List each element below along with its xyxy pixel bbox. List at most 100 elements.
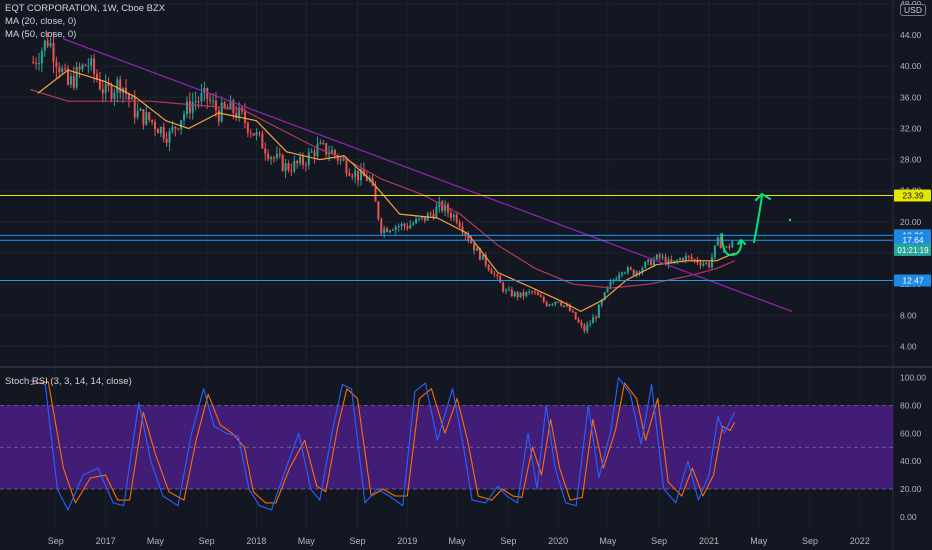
candle-body [345, 160, 348, 174]
candle-body [606, 286, 609, 293]
candle-body [536, 292, 539, 296]
candle-body [539, 295, 542, 297]
symbol-title[interactable]: EQT CORPORATION, 1W, Cboe BZX [5, 3, 166, 14]
candle-body [177, 128, 180, 130]
candle-body [322, 142, 325, 144]
candle-body [270, 157, 273, 160]
candle-body [191, 101, 194, 113]
candle-body [168, 131, 171, 143]
candle-body [612, 280, 615, 282]
candle-body [629, 267, 632, 270]
price-tick-label: 28.00 [900, 155, 922, 165]
candle-body [107, 83, 110, 86]
candle-body [212, 100, 215, 102]
candle-body [330, 150, 333, 154]
candle-body [206, 88, 209, 100]
price-tick-label: 44.00 [900, 30, 922, 40]
candle-body [217, 110, 220, 122]
time-tick-label: 2021 [699, 536, 719, 546]
candle-body [78, 66, 81, 70]
candle-body [357, 170, 360, 181]
candle-body [64, 68, 67, 70]
candle-body [623, 272, 626, 274]
time-tick-label: May [599, 536, 617, 546]
candle-body [478, 248, 481, 260]
candle-body [40, 50, 43, 64]
time-tick-label: May [147, 536, 165, 546]
candle-body [592, 317, 595, 324]
candle-body [719, 237, 722, 249]
candle-body [391, 229, 394, 231]
candle-body [548, 304, 551, 307]
candle-body [386, 228, 389, 233]
price-pane[interactable] [0, 31, 893, 334]
time-tick-label: 2019 [397, 536, 417, 546]
candle-body [476, 248, 479, 251]
candle-body [493, 273, 496, 275]
candle-body [455, 214, 458, 223]
candle-body [725, 246, 728, 248]
time-tick-label: Sep [349, 536, 365, 546]
candle-body [325, 143, 328, 155]
candle-body [81, 64, 84, 70]
stoch-k-line [30, 377, 736, 511]
candle-body [55, 61, 58, 67]
candle-body [104, 83, 107, 94]
candle-body [264, 148, 267, 154]
candle-body [519, 292, 522, 297]
candle-body [644, 261, 647, 268]
candle-body [690, 256, 693, 260]
candle-body [447, 204, 450, 213]
level-badge [894, 189, 931, 202]
annotation-up-arrow [753, 193, 771, 243]
candle-body [650, 259, 653, 266]
stoch-pane[interactable] [0, 377, 893, 511]
candle-body [670, 259, 673, 264]
candle-body [652, 259, 655, 266]
candle-body [507, 289, 510, 291]
candle-body [565, 305, 568, 307]
level-badge-label: 23.39 [902, 190, 924, 200]
price-tick-label: 8.00 [900, 310, 917, 320]
candle-body [72, 76, 75, 88]
price-tick-label: 32.00 [900, 123, 922, 133]
candle-body [287, 163, 290, 171]
candle-body [510, 289, 513, 297]
ma50-legend[interactable]: MA (50, close, 0) [5, 29, 77, 40]
stoch-legend[interactable]: Stoch RSI (3, 3, 14, 14, close) [5, 376, 132, 387]
candle-body [255, 132, 258, 136]
time-axis[interactable]: Sep 2017 May Sep 2018 May Sep 2019 May Sep 2020 May… [48, 536, 870, 546]
candle-body [676, 260, 679, 262]
candle-body [316, 143, 319, 157]
candle-body [534, 291, 537, 293]
time-tick-label: May [449, 536, 467, 546]
candle-body [449, 212, 452, 218]
candle-body [203, 88, 206, 94]
candle-body [699, 262, 702, 266]
candle-body [716, 237, 719, 246]
time-tick-label: May [298, 536, 316, 546]
price-axis[interactable]: 4.008.0012.0016.0020.0024.0028.0032.0036… [894, 0, 931, 522]
time-tick-label: 2022 [850, 536, 870, 546]
ma20-legend[interactable]: MA (20, close, 0) [5, 16, 77, 27]
candle-body [609, 281, 612, 287]
annotation-u-arrow [721, 233, 746, 257]
candle-body [574, 311, 577, 320]
candle-body [171, 126, 174, 132]
stoch-tick-label: 100.00 [900, 373, 926, 383]
candle-body [473, 243, 476, 251]
currency-badge[interactable]: USD [900, 4, 926, 16]
candle-body [731, 241, 734, 248]
candle-body [96, 73, 99, 80]
candle-body [490, 269, 493, 274]
time-tick-label: Sep [802, 536, 818, 546]
candle-body [183, 114, 186, 121]
candle-body [708, 262, 711, 268]
candle-body [336, 155, 339, 161]
candle-body [464, 232, 467, 235]
candle-body [374, 185, 377, 202]
stoch-tick-label: 40.00 [900, 456, 922, 466]
candle-body [125, 88, 128, 94]
candle-body [684, 255, 687, 261]
